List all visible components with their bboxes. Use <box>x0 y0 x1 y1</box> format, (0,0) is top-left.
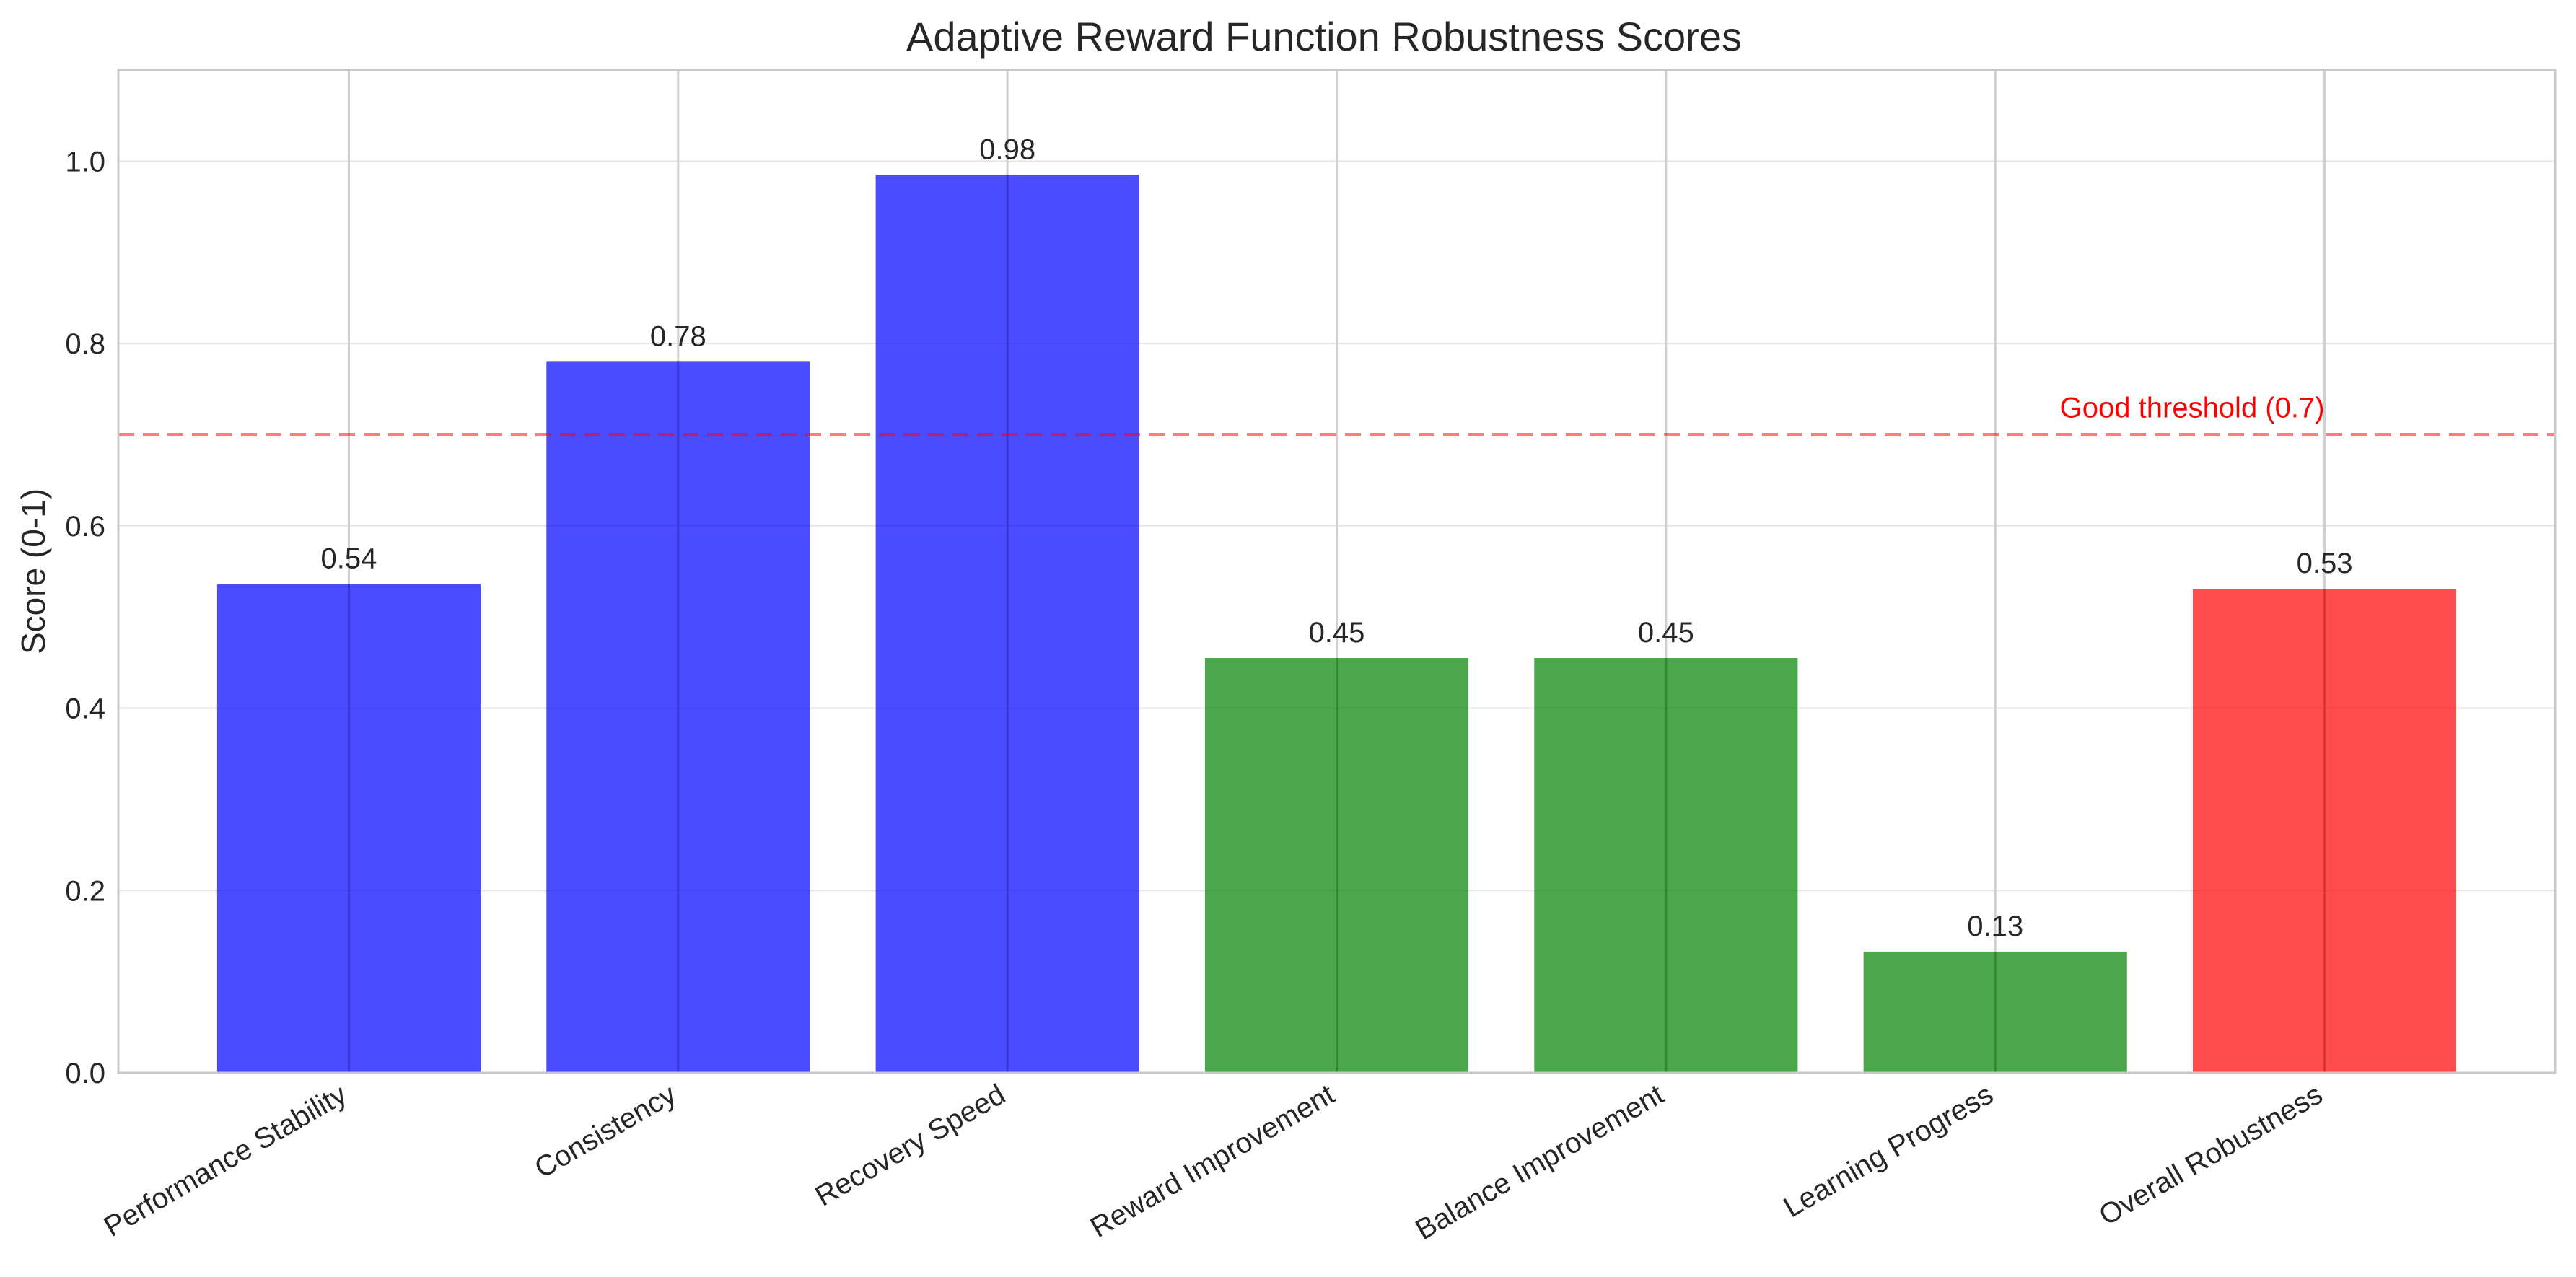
bar <box>1863 951 2127 1073</box>
y-tick-label: 0.2 <box>65 875 105 907</box>
bar-value-label: 0.53 <box>2297 548 2353 579</box>
y-tick-label: 0.6 <box>65 511 105 543</box>
y-tick-label: 0.8 <box>65 328 105 360</box>
bar-value-label: 0.13 <box>1967 910 2023 942</box>
y-tick-label: 0.4 <box>65 693 105 725</box>
bar <box>1534 658 1798 1073</box>
bar-value-label: 0.98 <box>979 133 1035 165</box>
y-axis-ticks: 0.0 0.2 0.4 0.6 0.8 1.0 <box>65 146 105 1089</box>
bar <box>1204 658 1469 1073</box>
data-labels: 0.54 0.78 0.98 0.45 0.45 0.13 0.53 <box>321 133 2353 942</box>
bar-value-label: 0.45 <box>1638 617 1694 649</box>
bar <box>546 361 810 1073</box>
threshold-group: Good threshold (0.7) <box>118 392 2555 436</box>
y-tick-label: 0.0 <box>65 1058 105 1089</box>
bars <box>216 175 2457 1074</box>
chart-title: Adaptive Reward Function Robustness Scor… <box>906 14 1742 59</box>
vertical-gridlines-overlay <box>347 175 2326 1073</box>
y-tick-label: 1.0 <box>65 146 105 177</box>
bar <box>2193 589 2457 1073</box>
bar <box>875 175 1139 1074</box>
threshold-label: Good threshold (0.7) <box>2060 392 2325 424</box>
bar-value-label: 0.54 <box>321 543 377 575</box>
bar-value-label: 0.78 <box>650 320 706 352</box>
plot-frame <box>117 69 2557 1074</box>
bar <box>216 584 481 1073</box>
bar-value-label: 0.45 <box>1309 617 1365 649</box>
y-axis-label: Score (0-1) <box>14 488 52 654</box>
